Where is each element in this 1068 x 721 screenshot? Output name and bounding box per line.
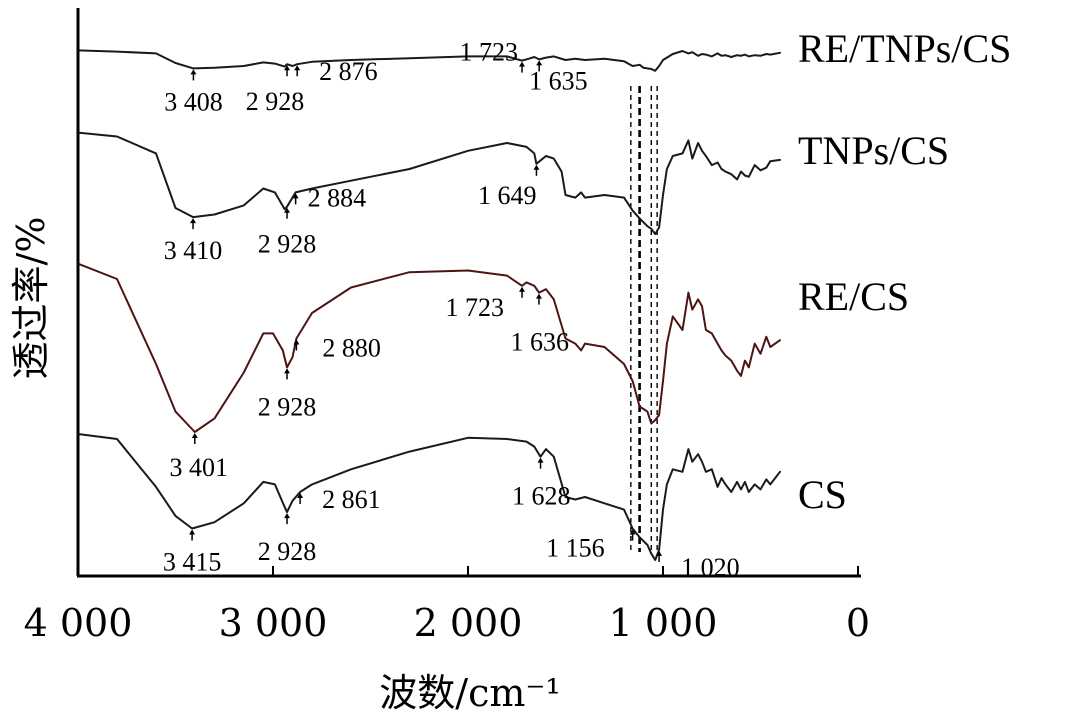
series-line bbox=[77, 49, 781, 72]
series-label: RE/TNPs/CS bbox=[798, 26, 1011, 71]
annotation-label: 2 861 bbox=[322, 485, 381, 514]
annotation-arrowhead bbox=[536, 60, 543, 66]
x-tick-label: 1 000 bbox=[609, 601, 718, 645]
x-tick-label: 2 000 bbox=[414, 601, 523, 645]
annotation-arrowhead bbox=[292, 193, 299, 199]
annotation-label: 3 415 bbox=[163, 548, 222, 577]
annotation-arrowhead bbox=[294, 65, 301, 71]
x-tick-label: 4 000 bbox=[24, 601, 133, 645]
annotation-label: 3 410 bbox=[164, 236, 223, 265]
annotation-arrowhead bbox=[535, 293, 542, 299]
annotation-label: 1 635 bbox=[529, 66, 588, 95]
annotation-label: 2 928 bbox=[258, 230, 317, 259]
annotation-arrowhead bbox=[629, 529, 636, 535]
annotation-arrowhead bbox=[191, 433, 198, 438]
annotation-label: 1 723 bbox=[460, 38, 519, 67]
annotation-label: 1 636 bbox=[510, 328, 569, 357]
x-ticks: 4 000 3 000 2 000 1 000 0 bbox=[24, 566, 870, 645]
annotation-label: 2 928 bbox=[258, 537, 317, 566]
annotation-label: 1 649 bbox=[478, 181, 537, 210]
annotation-arrowhead bbox=[284, 513, 291, 519]
annotation-label: 2 876 bbox=[319, 57, 378, 86]
annotation-arrowhead bbox=[190, 69, 197, 75]
annotation-label: 2 880 bbox=[322, 334, 381, 363]
x-axis-title: 波数/cm⁻¹ bbox=[379, 671, 560, 715]
annotation-label: 3 408 bbox=[164, 87, 223, 116]
series-line bbox=[77, 131, 781, 235]
series-label: RE/CS bbox=[798, 274, 909, 319]
annotation-label: 2 884 bbox=[308, 183, 367, 212]
annotation-arrowhead bbox=[537, 457, 544, 463]
annotation-arrowhead bbox=[293, 339, 300, 345]
y-axis-title: 透过率/% bbox=[9, 217, 53, 380]
annotation-arrowhead bbox=[519, 61, 526, 67]
annotation-label: 2 928 bbox=[246, 87, 305, 116]
annotation-arrowhead bbox=[284, 65, 291, 71]
x-tick-label: 3 000 bbox=[219, 601, 328, 645]
annotation-arrowhead bbox=[190, 218, 197, 224]
annotation-label: 1 723 bbox=[446, 293, 505, 322]
series-line bbox=[77, 262, 781, 433]
annotation-arrowhead bbox=[533, 164, 540, 170]
x-tick-label: 0 bbox=[846, 601, 870, 645]
annotation-label: 1 156 bbox=[546, 534, 605, 563]
series-label: CS bbox=[798, 472, 847, 517]
series-label: TNPs/CS bbox=[798, 128, 949, 173]
annotation-arrowhead bbox=[297, 492, 304, 498]
annotation-arrowhead bbox=[656, 550, 663, 556]
guide-lines bbox=[630, 86, 658, 552]
annotation-label: 3 401 bbox=[170, 453, 229, 482]
annotation-label: 1 628 bbox=[512, 482, 571, 511]
series-line bbox=[77, 433, 781, 561]
annotation-arrowhead bbox=[189, 529, 196, 535]
annotation-layer: 3 408 2 928 2 876 1 723 1 635 3 410 2 928 2 884… bbox=[163, 38, 740, 582]
annotation-arrowhead bbox=[284, 207, 291, 213]
series-layer: RE/TNPs/CS TNPs/CS RE/CS CS bbox=[77, 26, 1011, 561]
annotation-label: 2 928 bbox=[258, 392, 317, 421]
annotation-arrowhead bbox=[284, 368, 291, 374]
annotation-label: 1 020 bbox=[681, 553, 740, 582]
annotation-arrowhead bbox=[519, 286, 526, 292]
